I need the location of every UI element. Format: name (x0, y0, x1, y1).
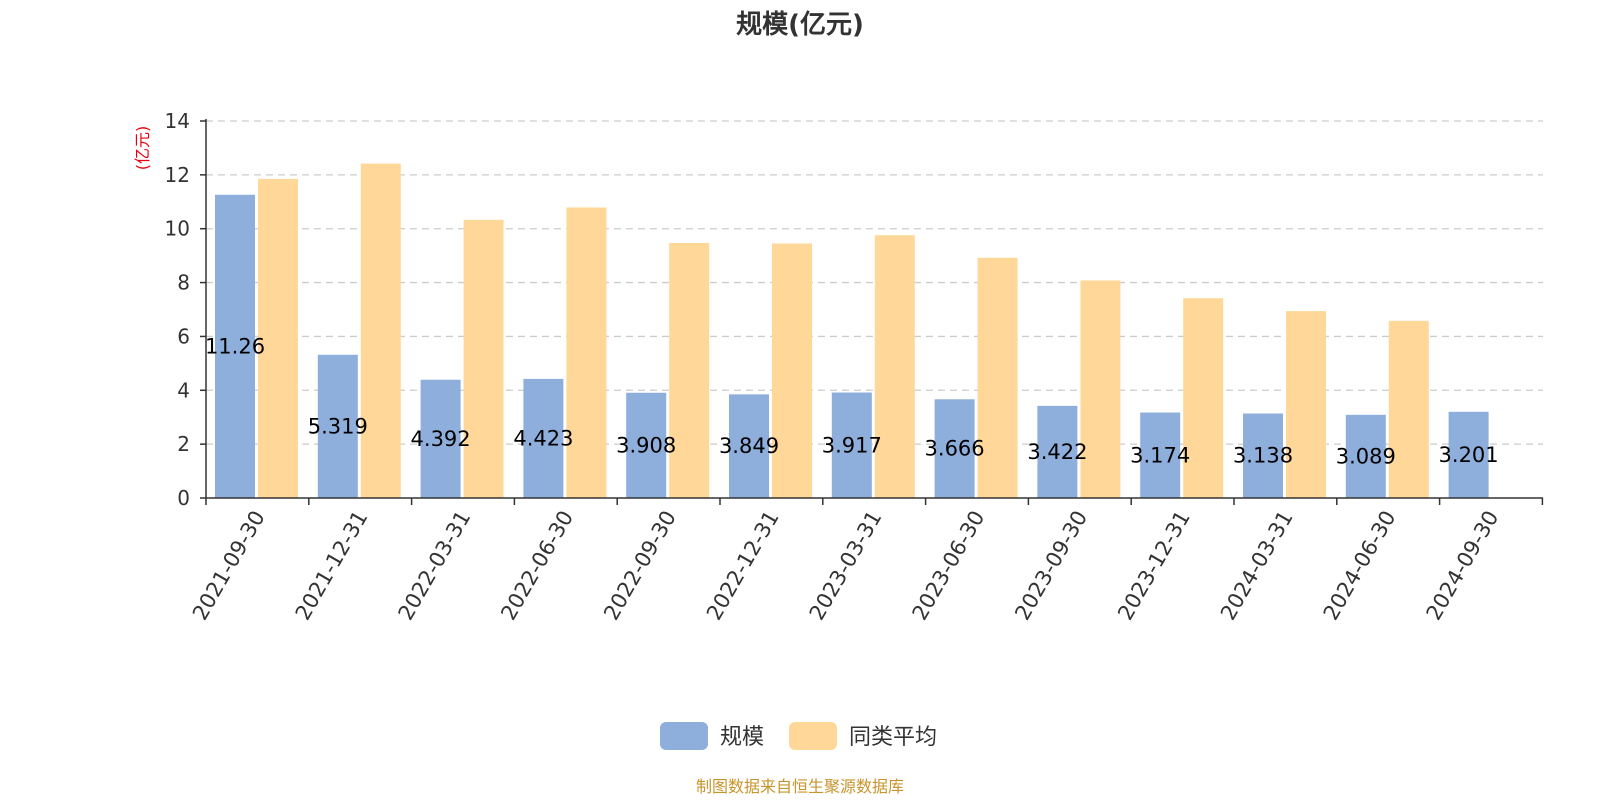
bar-scale (1345, 414, 1386, 498)
source-note: 制图数据来自恒生聚源数据库 (696, 777, 904, 796)
bar-scale (729, 394, 769, 498)
bar-scale (1243, 413, 1283, 498)
bar-scale (626, 392, 667, 498)
legend-swatch (660, 722, 708, 750)
bar-scale (523, 378, 564, 498)
data-label: 3.174 (1130, 443, 1190, 467)
x-tick-label: 2023-03-31 (805, 507, 887, 625)
legend-label: 规模 (720, 725, 764, 750)
data-label: 3.908 (616, 433, 676, 457)
data-label: 3.138 (1233, 444, 1293, 468)
data-label: 3.089 (1336, 444, 1396, 468)
x-tick-label: 2024-06-30 (1319, 507, 1401, 625)
bars (215, 163, 1489, 499)
bar-peer-average (463, 219, 504, 498)
bar-peer-average (360, 163, 401, 498)
y-tick-label: 0 (177, 486, 190, 510)
bar-scale (215, 194, 255, 498)
bar-peer-average (977, 257, 1018, 498)
bar-scale (831, 392, 872, 498)
y-tick-label: 12 (165, 163, 190, 187)
bar-peer-average (566, 207, 607, 498)
legend: 规模 同类平均 (660, 722, 937, 750)
x-tick-label: 2022-03-31 (394, 507, 476, 625)
y-tick-label: 4 (177, 378, 190, 402)
y-tick-label: 8 (177, 271, 190, 295)
x-tick-label: 2021-09-30 (188, 507, 270, 625)
x-tick-label: 2021-12-31 (291, 507, 373, 625)
bar-scale (1448, 411, 1489, 498)
data-label: 3.666 (925, 437, 985, 461)
bar-peer-average (258, 178, 298, 498)
x-tick-label: 2023-12-31 (1113, 507, 1195, 625)
bar-scale (1140, 412, 1181, 498)
data-label: 3.917 (822, 433, 882, 457)
y-axis-unit-label: (亿元) (133, 126, 152, 171)
x-tick-label: 2023-06-30 (908, 507, 990, 625)
data-label: 3.422 (1027, 440, 1087, 464)
x-tick-label: 2022-06-30 (496, 507, 578, 625)
data-label: 3.849 (719, 434, 779, 458)
data-label: 3.201 (1439, 443, 1499, 467)
y-tick-label: 6 (177, 324, 190, 348)
data-label: 4.392 (411, 427, 471, 451)
bar-scale (934, 399, 975, 498)
x-tick-label: 2023-09-30 (1010, 507, 1092, 625)
y-tick-label: 2 (177, 432, 190, 456)
data-label: 5.319 (308, 414, 368, 438)
grid-lines (206, 120, 1543, 445)
bar-peer-average (669, 242, 710, 498)
data-label: 11.26 (205, 334, 265, 358)
bar-peer-average (874, 235, 915, 499)
legend-swatch (789, 722, 837, 750)
bar-scale (317, 354, 358, 498)
x-tick-label: 2022-12-31 (702, 507, 784, 625)
y-tick-label: 10 (165, 217, 190, 241)
data-labels: 11.26 5.319 4.392 4.423 3.908 3.849 3.917 3.666… (205, 334, 1499, 468)
bar-peer-average (1183, 298, 1224, 498)
bar-peer-average (1286, 311, 1326, 498)
x-tick-label: 2022-09-30 (599, 507, 681, 625)
bar-peer-average (1388, 320, 1429, 498)
data-label: 4.423 (513, 426, 573, 450)
legend-label: 同类平均 (849, 725, 937, 750)
y-tick-label: 14 (165, 109, 190, 133)
bar-peer-average (1080, 280, 1121, 498)
bar-peer-average (772, 243, 812, 498)
chart-title: 规模(亿元) (736, 10, 864, 40)
x-tick-label: 2024-09-30 (1422, 507, 1504, 625)
bar-scale (1037, 405, 1078, 498)
x-tick-label: 2024-03-31 (1216, 507, 1298, 625)
bar-scale (420, 379, 461, 498)
